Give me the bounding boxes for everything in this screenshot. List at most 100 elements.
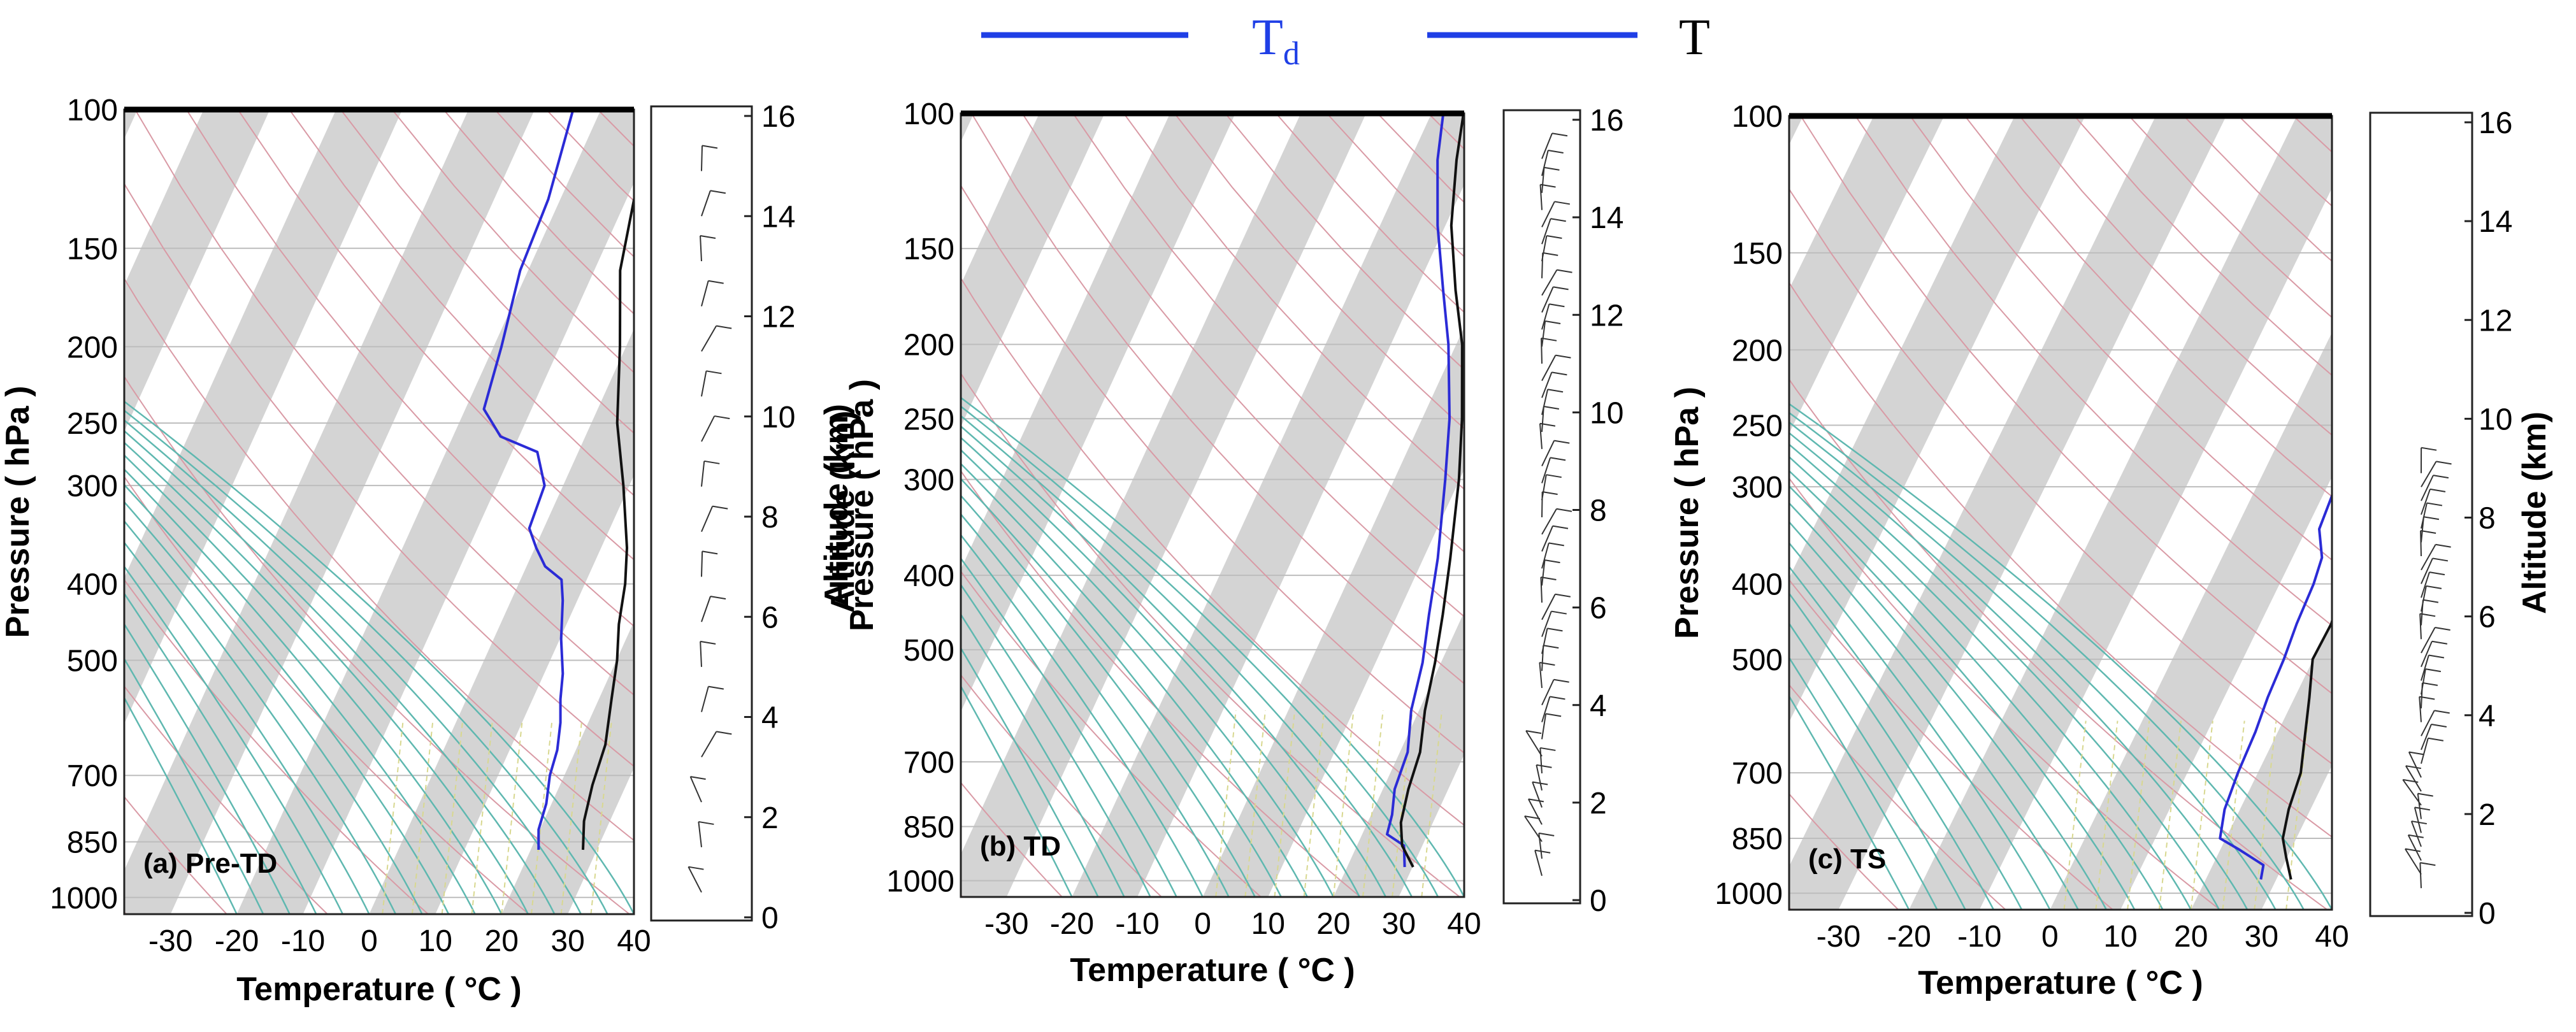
wind-barb-staff bbox=[2421, 669, 2426, 695]
wind-barb-staff bbox=[1524, 815, 1543, 842]
wind-barb-staff bbox=[2419, 613, 2422, 640]
dry-adiabat bbox=[1789, 477, 2220, 910]
dry-adiabat bbox=[961, 570, 1262, 897]
wind-barb-flag bbox=[1544, 166, 1560, 171]
altitude-axis-label: Altitude (km) bbox=[2516, 412, 2553, 614]
wind-barb-flag bbox=[1552, 525, 1569, 529]
moist-adiabat bbox=[124, 419, 582, 914]
wind-barb-staff bbox=[1541, 355, 1557, 382]
altitude-tick-label: 14 bbox=[1590, 201, 1623, 235]
wind-barb-staff bbox=[701, 686, 709, 712]
temperature-tick-label: 0 bbox=[2041, 920, 2059, 954]
dry-adiabat bbox=[124, 375, 630, 914]
altitude-tick-label: 10 bbox=[1590, 396, 1623, 430]
wind-barb-staff bbox=[698, 821, 702, 848]
altitude-tick-label: 0 bbox=[1590, 884, 1607, 918]
pressure-tick-label: 850 bbox=[67, 826, 118, 859]
sounding-t bbox=[582, 193, 634, 850]
pressure-tick-label: 700 bbox=[1732, 757, 1783, 791]
wind-barb-staff bbox=[2421, 655, 2429, 681]
sounding-td bbox=[2219, 492, 2332, 880]
y-axis-label: Pressure ( hPa ) bbox=[0, 386, 36, 638]
wind-barb-staff bbox=[1541, 167, 1545, 193]
wind-barb-flag bbox=[1525, 730, 1542, 735]
wind-barb-flag bbox=[2428, 654, 2445, 659]
wind-barb-flag bbox=[708, 280, 724, 284]
wind-barb-staff bbox=[1534, 850, 1543, 876]
moist-adiabat bbox=[1789, 694, 1910, 910]
wind-barb-flag bbox=[704, 460, 720, 464]
moist-adiabat bbox=[1789, 403, 2332, 910]
wind-barb-flag bbox=[1551, 610, 1567, 615]
temperature-tick-label: -10 bbox=[1957, 920, 2001, 954]
moist-adiabat bbox=[961, 533, 1204, 897]
wind-barb-flag bbox=[700, 235, 716, 239]
temperature-tick-label: -10 bbox=[1115, 907, 1159, 941]
altitude-axis-label: Altitude (km) bbox=[824, 411, 861, 613]
moist-adiabat bbox=[124, 696, 238, 914]
mixing-ratio-line bbox=[1303, 710, 1325, 897]
mixing-ratio-line bbox=[1215, 710, 1237, 897]
wind-barb-staff bbox=[2405, 765, 2422, 792]
dry-adiabat bbox=[1964, 116, 2332, 498]
wind-barb-flag bbox=[1543, 406, 1560, 410]
dry-adiabat bbox=[1021, 113, 1464, 618]
wind-barb-staff bbox=[1527, 798, 1543, 825]
temperature-band bbox=[1909, 116, 2332, 910]
moist-adiabat bbox=[961, 494, 1256, 897]
wind-barb-flag bbox=[1539, 832, 1555, 836]
wind-barb-flag bbox=[700, 640, 716, 645]
moist-adiabat bbox=[124, 592, 317, 914]
moist-adiabat bbox=[124, 400, 634, 914]
wind-barb-staff bbox=[1539, 747, 1543, 774]
pressure-tick-label: 250 bbox=[1732, 410, 1783, 443]
moist-adiabat bbox=[1789, 421, 2277, 910]
wind-barb-flag bbox=[1536, 764, 1552, 768]
mixing-ratio-line bbox=[2190, 720, 2213, 910]
temperature-tick-label: -30 bbox=[148, 924, 192, 958]
wind-barb-flag bbox=[2420, 530, 2436, 534]
dry-adiabat bbox=[961, 276, 1464, 826]
dry-adiabat bbox=[1123, 113, 1464, 491]
moist-adiabat bbox=[961, 448, 1334, 897]
mixing-ratio-line bbox=[1332, 710, 1355, 897]
altitude-tick-label: 0 bbox=[2479, 897, 2496, 931]
wind-barb-staff bbox=[687, 866, 702, 893]
wind-barb-flag bbox=[1553, 678, 1569, 683]
wind-barb-flag bbox=[1541, 576, 1557, 580]
wind-barb-staff bbox=[1541, 287, 1554, 313]
pressure-tick-label: 500 bbox=[1732, 643, 1783, 677]
wind-barb-flag bbox=[1545, 713, 1562, 717]
moist-adiabat bbox=[1789, 455, 2192, 910]
dry-adiabat bbox=[1789, 684, 2006, 910]
wind-barb-flag bbox=[698, 821, 714, 825]
pressure-tick-label: 400 bbox=[903, 559, 954, 593]
moist-adiabat bbox=[124, 441, 529, 914]
altitude-tick-label: 2 bbox=[761, 801, 779, 835]
wind-barb-staff bbox=[2405, 848, 2422, 875]
wind-barb-staff bbox=[2421, 627, 2436, 654]
legend-td-label: Td bbox=[1252, 10, 1300, 72]
dry-adiabat bbox=[1789, 378, 2328, 910]
altitude-tick-label: 8 bbox=[761, 501, 779, 534]
altitude-tick-label: 6 bbox=[1590, 592, 1607, 626]
wind-barb-staff bbox=[701, 461, 705, 487]
wind-barb-staff bbox=[2421, 544, 2436, 571]
altitude-tick-label: 14 bbox=[761, 200, 795, 234]
panel-label: (a) Pre-TD bbox=[143, 848, 277, 879]
dry-adiabat bbox=[1072, 113, 1464, 553]
wind-barb-flag bbox=[1546, 235, 1562, 240]
altitude-tick-label: 4 bbox=[2479, 699, 2496, 733]
moist-adiabat bbox=[124, 454, 503, 914]
wind-barb-staff bbox=[1541, 150, 1549, 176]
y-axis-label: Pressure ( hPa ) bbox=[844, 379, 881, 631]
dry-adiabat bbox=[124, 475, 529, 914]
wind-barb-box bbox=[1502, 109, 1581, 905]
altitude-tick-label: 10 bbox=[2479, 403, 2512, 436]
wind-barb-flag bbox=[2405, 848, 2421, 852]
pressure-tick-label: 200 bbox=[1732, 334, 1783, 368]
pressure-tick-label: 100 bbox=[1732, 100, 1783, 134]
wind-barb-flag bbox=[1528, 798, 1544, 803]
